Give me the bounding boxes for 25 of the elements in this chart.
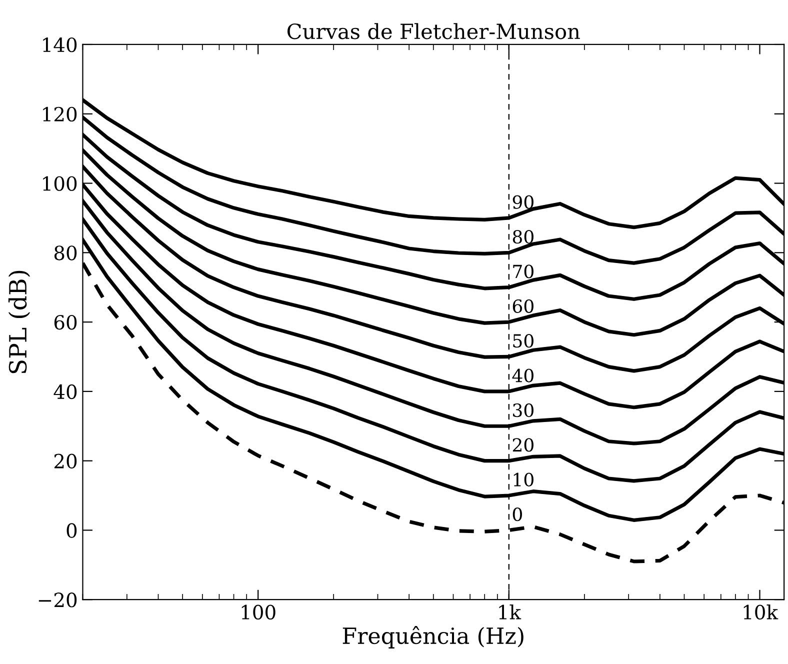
series-label: 0 xyxy=(512,507,522,522)
y-tick-label: 0 xyxy=(66,523,77,538)
series-label: 10 xyxy=(514,472,534,486)
y-tick-label: −20 xyxy=(38,592,77,608)
y-tick-label: 80 xyxy=(54,246,77,260)
series-label: 40 xyxy=(512,368,534,382)
x-axis-title: Frequência (Hz) xyxy=(342,626,524,648)
y-tick-label: 40 xyxy=(54,384,77,400)
x-tick-label: 10k xyxy=(744,604,778,620)
y-tick-label: 20 xyxy=(54,454,77,468)
series-label: 20 xyxy=(512,438,534,452)
y-axis-title: SPL (dB) xyxy=(8,270,30,374)
series-label: 30 xyxy=(513,403,534,418)
series-label: 60 xyxy=(512,299,534,313)
y-tick-label: 60 xyxy=(54,314,77,330)
series-label: 70 xyxy=(513,264,534,278)
x-tick-label: 100 xyxy=(242,604,276,620)
y-tick-label: 140 xyxy=(43,37,77,52)
x-tick-label: 1k xyxy=(499,604,522,620)
series-label: 50 xyxy=(513,334,534,348)
y-tick-label: 100 xyxy=(43,176,77,191)
series-label: 90 xyxy=(512,195,534,209)
y-tick-label: 120 xyxy=(43,106,77,122)
series-label: 80 xyxy=(512,230,534,244)
chart-title: Curvas de Fletcher-Munson xyxy=(287,23,580,40)
